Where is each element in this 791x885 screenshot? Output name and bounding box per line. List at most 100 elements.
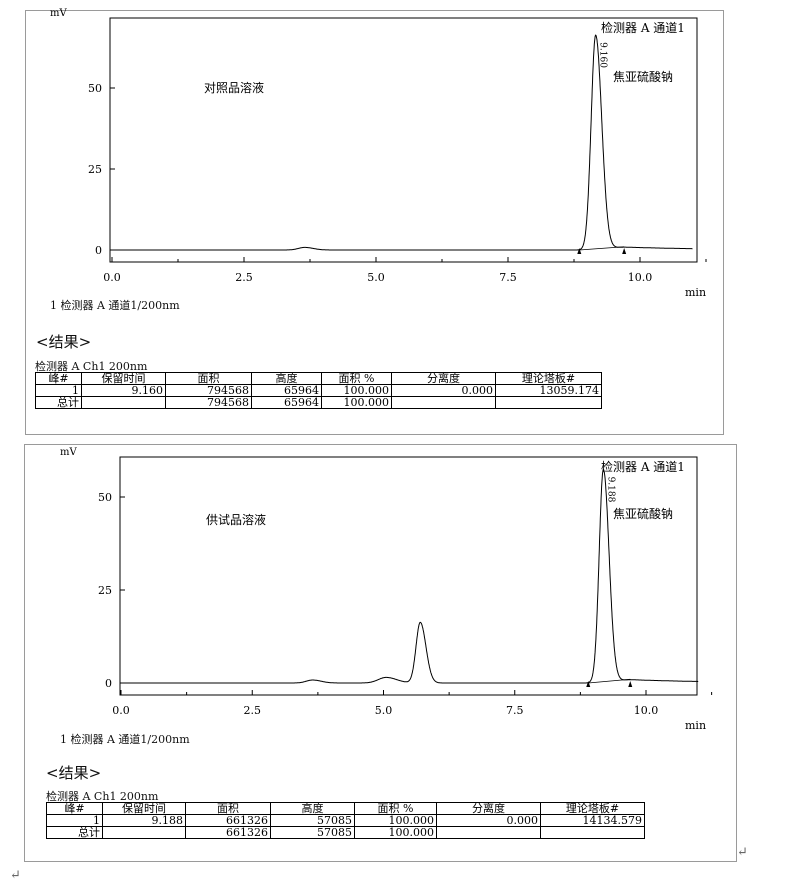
table-cell: 65964 — [251, 396, 322, 409]
y-tick-label: 25 — [88, 163, 102, 176]
column-header: 面积 — [165, 372, 252, 385]
table-cell: 总计 — [35, 396, 82, 409]
x-tick-label: 0.0 — [103, 271, 121, 284]
y-tick-label: 50 — [88, 82, 102, 95]
column-header: 理论塔板# — [495, 372, 602, 385]
results-title: <结果> — [46, 764, 102, 782]
chromatogram-frame-reference — [25, 10, 724, 435]
integration-mark — [622, 248, 627, 254]
column-header: 保留时间 — [81, 372, 166, 385]
x-tick-label: 5.0 — [367, 271, 385, 284]
integration-baseline — [579, 246, 625, 251]
table-cell: 1 — [35, 384, 82, 397]
table-cell — [540, 826, 645, 839]
table-caption: 检测器 A Ch1 200nm — [35, 360, 148, 373]
column-header: 分离度 — [391, 372, 496, 385]
x-tick-label: 2.5 — [235, 271, 253, 284]
peak-rt-label: 9.188 — [605, 477, 615, 503]
table-cell — [391, 396, 496, 409]
table-cell: 0.000 — [391, 384, 496, 397]
x-axis-label: min — [685, 719, 706, 732]
table-row: 1 9.188 661326 57085 100.000 0.000 14134.579 — [46, 814, 645, 827]
table-cell: 57085 — [270, 826, 355, 839]
table-cell: 13059.174 — [495, 384, 602, 397]
column-header: 理论塔板# — [540, 802, 645, 815]
integration-baseline — [588, 678, 631, 684]
table-cell: 57085 — [270, 814, 355, 827]
integration-mark — [577, 248, 582, 254]
table-cell: 100.000 — [354, 814, 437, 827]
table-cell: 794568 — [165, 396, 252, 409]
table-cell: 65964 — [251, 384, 322, 397]
table-cell — [495, 396, 602, 409]
results-table-reference: 峰# 保留时间 面积 高度 面积 % 分离度 理论塔板# 1 9.160 794568 65964 1… — [35, 372, 602, 409]
column-header: 保留时间 — [102, 802, 186, 815]
sample-annotation: 供试品溶液 — [206, 512, 266, 527]
table-cell: 总计 — [46, 826, 103, 839]
table-cell — [436, 826, 541, 839]
column-header: 面积 — [185, 802, 271, 815]
x-tick-label: 2.5 — [244, 704, 262, 717]
plot-area — [109, 17, 698, 263]
table-header-row: 峰# 保留时间 面积 高度 面积 % 分离度 理论塔板# — [46, 802, 645, 815]
table-caption: 检测器 A Ch1 200nm — [46, 790, 159, 803]
x-axis-label: min — [685, 286, 706, 299]
x-tick-label: 7.5 — [506, 704, 524, 717]
x-tick-label: 10.0 — [634, 704, 659, 717]
table-cell: 9.188 — [102, 814, 186, 827]
table-cell: 661326 — [185, 826, 271, 839]
y-tick-label: 0 — [105, 677, 112, 690]
x-tick-label: 0.0 — [112, 704, 130, 717]
column-header: 面积 % — [354, 802, 437, 815]
table-row: 1 9.160 794568 65964 100.000 0.000 13059.174 — [35, 384, 602, 397]
table-cell: 0.000 — [436, 814, 541, 827]
table-cell: 9.160 — [81, 384, 166, 397]
table-cell: 661326 — [185, 814, 271, 827]
x-tick-label: 7.5 — [499, 271, 517, 284]
integration-mark — [586, 681, 591, 687]
y-axis-label: mV — [60, 447, 77, 458]
chart-legend: 1 检测器 A 通道1/200nm — [50, 299, 180, 312]
table-row: 总计 794568 65964 100.000 — [35, 396, 602, 409]
sample-annotation: 对照品溶液 — [204, 80, 264, 95]
column-header: 高度 — [270, 802, 355, 815]
table-cell: 794568 — [165, 384, 252, 397]
table-cell — [81, 396, 166, 409]
chromatogram-trace — [112, 34, 693, 251]
detector-label: 检测器 A 通道1 — [601, 459, 685, 474]
table-row: 总计 661326 57085 100.000 — [46, 826, 645, 839]
chromatogram-trace — [121, 468, 699, 684]
column-header: 面积 % — [321, 372, 392, 385]
integration-mark — [628, 681, 633, 687]
table-cell: 100.000 — [321, 384, 392, 397]
column-header: 峰# — [46, 802, 103, 815]
column-header: 高度 — [251, 372, 322, 385]
chromatogram-frame-sample — [24, 444, 737, 862]
x-tick-label: 10.0 — [628, 271, 653, 284]
peak-name-label: 焦亚硫酸钠 — [613, 69, 673, 84]
plot-area — [119, 456, 698, 696]
chart-legend: 1 检测器 A 通道1/200nm — [60, 733, 190, 746]
y-tick-label: 50 — [98, 491, 112, 504]
detector-label: 检测器 A 通道1 — [601, 20, 685, 35]
x-tick-label: 5.0 — [375, 704, 393, 717]
table-cell — [102, 826, 186, 839]
y-tick-label: 25 — [98, 584, 112, 597]
table-cell: 100.000 — [354, 826, 437, 839]
table-cell: 100.000 — [321, 396, 392, 409]
column-header: 分离度 — [436, 802, 541, 815]
results-title: <结果> — [36, 333, 92, 351]
paragraph-mark-icon: ↵ — [737, 845, 748, 860]
table-header-row: 峰# 保留时间 面积 高度 面积 % 分离度 理论塔板# — [35, 372, 602, 385]
peak-name-label: 焦亚硫酸钠 — [613, 506, 673, 521]
peak-rt-label: 9.160 — [598, 42, 608, 68]
table-cell: 14134.579 — [540, 814, 645, 827]
y-tick-label: 0 — [95, 244, 102, 257]
results-table-sample: 峰# 保留时间 面积 高度 面积 % 分离度 理论塔板# 1 9.188 661326 57085 1… — [46, 802, 645, 839]
paragraph-mark-icon: ↵ — [10, 868, 21, 883]
y-axis-label: mV — [50, 8, 67, 19]
table-cell: 1 — [46, 814, 103, 827]
column-header: 峰# — [35, 372, 82, 385]
